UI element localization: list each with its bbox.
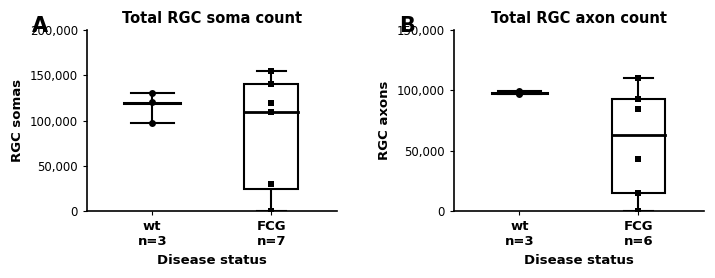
Y-axis label: RGC somas: RGC somas xyxy=(11,79,24,162)
Title: Total RGC axon count: Total RGC axon count xyxy=(491,11,667,26)
Y-axis label: RGC axons: RGC axons xyxy=(378,81,391,160)
X-axis label: Disease status: Disease status xyxy=(157,254,267,267)
Title: Total RGC soma count: Total RGC soma count xyxy=(122,11,302,26)
X-axis label: Disease status: Disease status xyxy=(524,254,634,267)
Text: B: B xyxy=(399,16,415,36)
Text: A: A xyxy=(32,16,48,36)
Bar xyxy=(245,85,298,189)
Bar xyxy=(612,99,665,193)
